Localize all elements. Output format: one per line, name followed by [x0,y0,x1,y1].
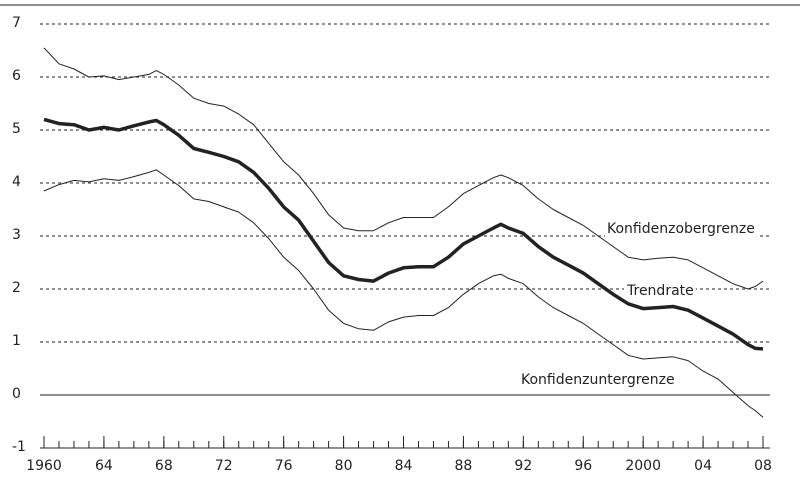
x-tick-label: 72 [215,458,233,474]
label-bg [624,283,696,299]
label-bg [605,221,757,237]
series-line [43,47,764,290]
series-line [43,117,764,351]
x-tick-label: 76 [275,458,293,474]
x-tick-label: 2000 [625,458,661,474]
y-tick-label: 4 [12,174,21,190]
y-tick-label: 0 [12,386,21,402]
y-tick-label: 6 [12,68,21,84]
y-tick-label: -1 [12,439,26,455]
x-tick-label: 80 [335,458,353,474]
x-tick-label: 1960 [26,458,62,474]
label-bg [519,372,677,388]
series-label: Konfidenzuntergrenze [521,372,675,388]
x-tick-label: 64 [95,458,113,474]
x-tick-label: 04 [694,458,712,474]
x-tick-label: 68 [155,458,173,474]
series-label: Konfidenzobergrenze [607,221,755,237]
x-tick-label: 92 [514,458,532,474]
x-tick-label: 84 [395,458,413,474]
y-tick-label: 7 [12,15,21,31]
x-tick-label: 88 [455,458,473,474]
y-tick-label: 5 [12,121,21,137]
y-tick-label: 1 [12,333,21,349]
x-tick-label: 08 [754,458,772,474]
y-tick-label: 2 [12,280,21,296]
series-label: Trendrate [626,283,694,299]
x-tick-label: 96 [574,458,592,474]
series-line [43,169,764,418]
y-tick-label: 3 [12,227,21,243]
